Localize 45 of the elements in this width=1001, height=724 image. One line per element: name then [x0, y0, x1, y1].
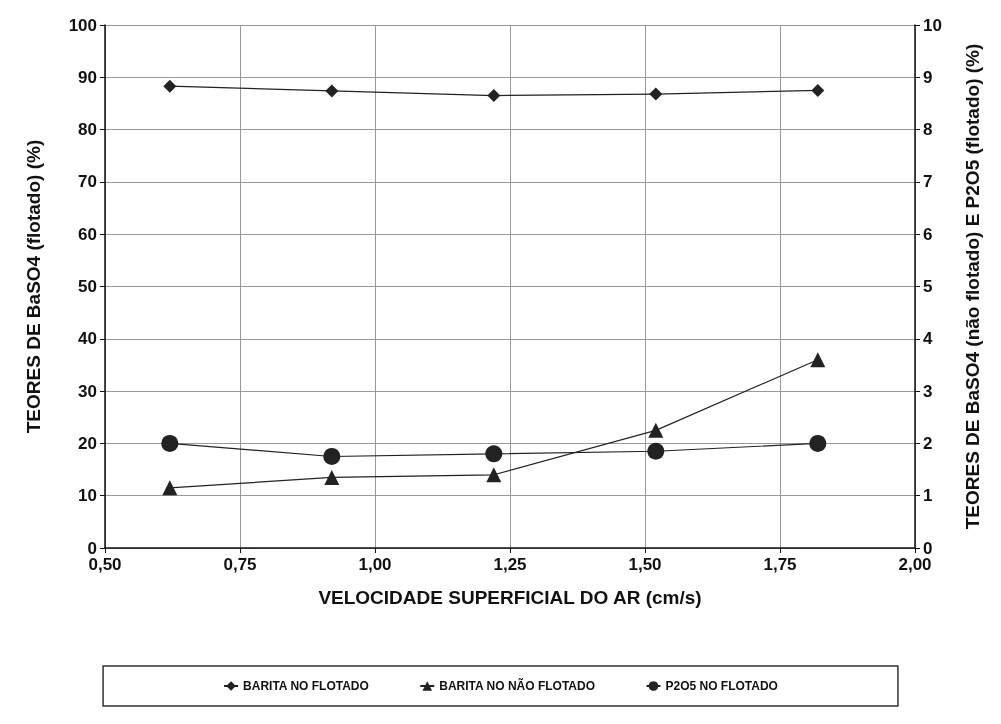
point	[648, 422, 664, 438]
y2-tick-label: 8	[923, 120, 933, 140]
point	[161, 434, 179, 452]
y2-tick-label: 1	[923, 486, 933, 506]
y-tick-label: 0	[87, 538, 97, 558]
y-tick-label: 90	[78, 67, 97, 87]
point	[324, 469, 340, 485]
x-tick-label: 1,75	[763, 555, 797, 574]
y2-tick-label: 7	[923, 172, 933, 192]
point	[486, 467, 502, 483]
legend-label: P2O5 NO FLOTADO	[665, 679, 778, 693]
x-tick-label: 1,25	[493, 555, 527, 574]
y-tick-label: 80	[78, 120, 97, 140]
y-tick-label: 20	[78, 433, 97, 453]
y2-tick-label: 3	[923, 381, 933, 401]
point	[485, 445, 503, 463]
y-tick-label: 50	[78, 277, 97, 296]
y2-tick-label: 5	[923, 277, 933, 296]
y-axis-title: TEORES DE BaSO4 (flotado) (%)	[23, 139, 44, 434]
point	[647, 442, 665, 460]
y-tick-label: 30	[78, 381, 97, 401]
x-tick-label: 2,00	[898, 555, 932, 574]
point	[809, 434, 827, 452]
y-tick-label: 40	[78, 329, 97, 349]
x-tick-label: 0,50	[88, 555, 122, 574]
y-tick-label: 10	[78, 486, 97, 506]
y2-tick-label: 9	[923, 67, 933, 87]
y2-tick-label: 6	[923, 224, 933, 244]
y2-axis-title: TEORES DE BaSO4 (não flotado) E P2O5 (flotado) (%)	[962, 43, 983, 530]
point	[162, 480, 178, 496]
point	[810, 352, 826, 368]
y-tick-label: 60	[78, 224, 97, 244]
y2-tick-label: 10	[923, 15, 942, 35]
x-tick-label: 1,00	[358, 555, 392, 574]
y2-tick-label: 2	[923, 433, 933, 453]
x-tick-label: 1,50	[628, 555, 662, 574]
point	[323, 447, 341, 465]
y-tick-label: 70	[78, 172, 97, 192]
y-tick-label: 100	[68, 15, 97, 35]
legend-label: BARITA NO FLOTADO	[243, 679, 369, 693]
legend-label: BARITA NO NÃO FLOTADO	[439, 678, 596, 693]
x-axis-title: VELOCIDADE SUPERFICIAL DO AR (cm/s)	[318, 587, 702, 608]
x-tick-label: 0,75	[223, 555, 257, 574]
y2-tick-label: 4	[923, 329, 933, 349]
y2-tick-label: 0	[923, 538, 933, 558]
